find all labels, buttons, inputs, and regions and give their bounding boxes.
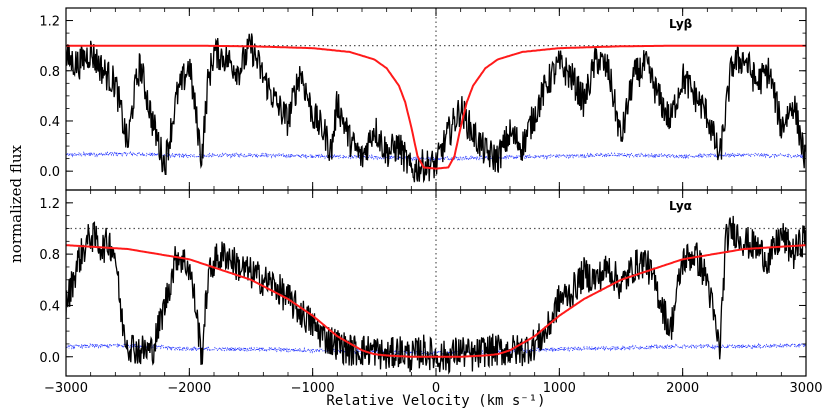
x-tick-label: −2000	[167, 381, 211, 396]
x-tick-label: 3000	[789, 381, 822, 396]
lya-model-series	[66, 244, 806, 358]
x-tick-label: −3000	[44, 381, 88, 396]
x-tick-label: 2000	[666, 381, 699, 396]
lya-ytick-label: 0.4	[39, 299, 60, 314]
lyman-beta-panel: 0.0 0.4 0.8 1.2 Lyβ	[39, 7, 807, 191]
lya-ytick-label: 0.8	[39, 248, 60, 263]
y-axis-title: normalized flux	[7, 145, 25, 263]
lya-flux-series	[66, 215, 806, 375]
lya-ytick-label: 1.2	[39, 197, 60, 212]
x-axis: −3000 −2000 −1000 0 1000 2000 3000	[44, 381, 823, 396]
lyman-alpha-panel: 0.0 0.4 0.8 1.2 Lyα	[39, 189, 807, 377]
lyb-ytick-label: 0.8	[39, 65, 60, 80]
lya-ytick-label: 0.0	[39, 351, 60, 366]
lyb-ytick-label: 0.0	[39, 165, 60, 180]
lya-panel-label: Lyα	[669, 199, 692, 213]
x-tick-label: 1000	[543, 381, 576, 396]
lyb-panel-label: Lyβ	[669, 17, 693, 31]
lyb-model-series	[66, 44, 806, 170]
x-tick-label: −1000	[291, 381, 335, 396]
lyb-ytick-label: 1.2	[39, 15, 60, 30]
lyb-ytick-label: 0.4	[39, 115, 60, 130]
x-axis-title: Relative Velocity (km s⁻¹)	[326, 393, 545, 409]
x-tick-label: 0	[432, 381, 440, 396]
lyb-flux-series	[66, 33, 806, 184]
